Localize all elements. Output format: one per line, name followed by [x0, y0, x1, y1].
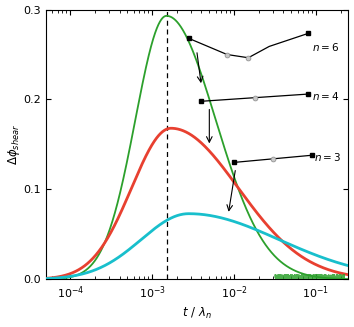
Text: $n = 4$: $n = 4$ [312, 90, 339, 102]
X-axis label: $t\ /\ \lambda_n$: $t\ /\ \lambda_n$ [182, 306, 212, 321]
Text: $n = 3$: $n = 3$ [314, 151, 341, 163]
Y-axis label: $\Delta \phi_{shear}$: $\Delta \phi_{shear}$ [6, 124, 22, 165]
Text: $n = 6$: $n = 6$ [312, 41, 339, 53]
